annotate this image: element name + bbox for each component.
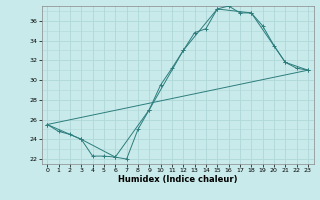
X-axis label: Humidex (Indice chaleur): Humidex (Indice chaleur) <box>118 175 237 184</box>
